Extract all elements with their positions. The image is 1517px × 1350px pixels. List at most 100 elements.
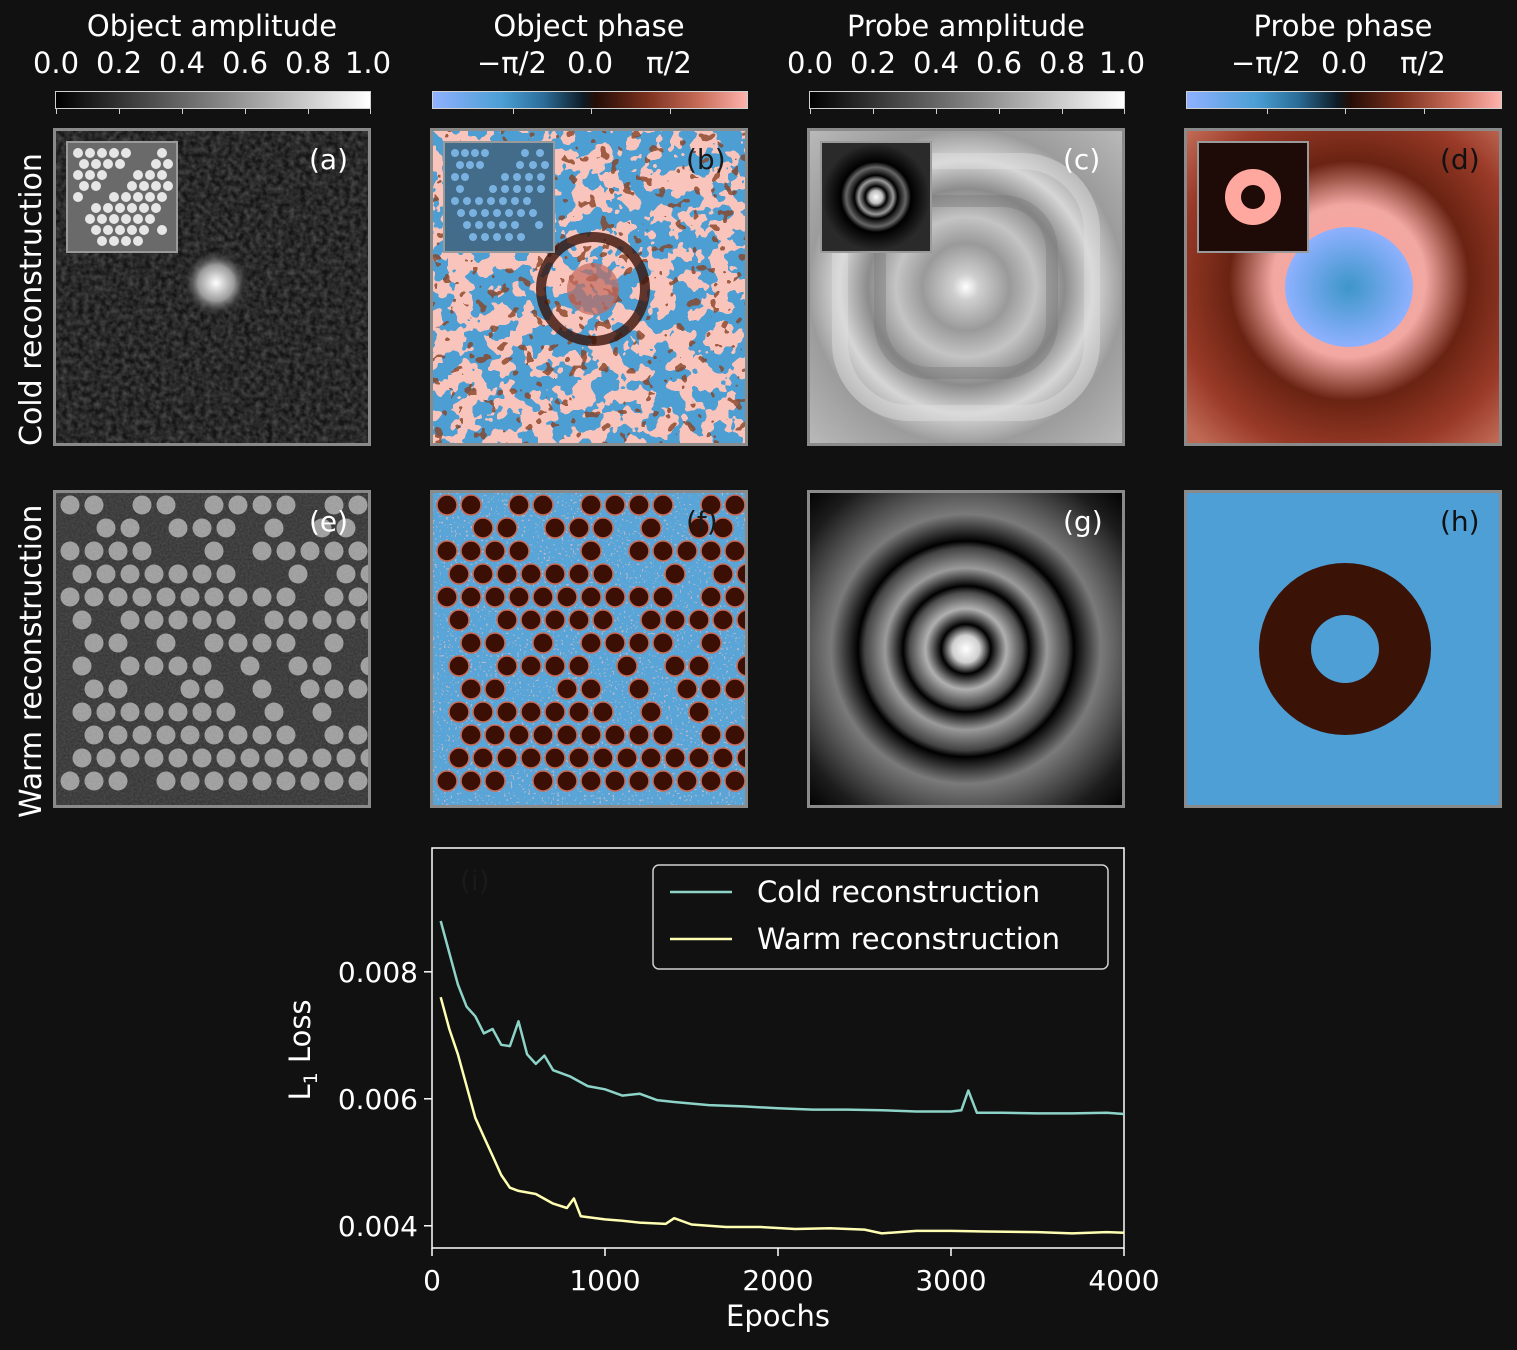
panel-c-probe-amplitude-cold: (c) [807,128,1125,446]
inset-ground-truth-probe-phase [1197,141,1309,253]
particle [688,517,710,539]
particle [604,586,626,608]
particle [712,747,734,769]
tick-label: 1.0 [1098,46,1146,80]
particle [448,609,470,631]
particle [436,494,458,516]
particle [616,747,638,769]
inset-ground-truth-probe-amplitude [820,141,932,253]
particle [448,563,470,585]
column-title-object-phase: Object phase [493,9,685,43]
particle [652,770,674,792]
particle [472,747,494,769]
tick-label: 0.2 [849,46,897,80]
panel-label-g: (g) [1063,505,1103,538]
particle [460,724,482,746]
particle [688,701,710,723]
panel-label-i: (i) [460,864,490,897]
particle [544,563,566,585]
particle [568,701,590,723]
particle [520,563,542,585]
particle [712,609,734,631]
particle [484,678,506,700]
tick-label: 0.6 [975,46,1023,80]
legend-label-warm: Warm reconstruction [757,922,1060,956]
particle [436,770,458,792]
particle [520,655,542,677]
row-label-cold: Cold reconstruction [14,153,49,446]
particle [652,494,674,516]
tick-label: 0.4 [912,46,960,80]
particle [628,632,650,654]
particle [460,540,482,562]
particle [496,701,518,723]
particle [736,747,745,769]
particle [556,678,578,700]
particle [580,494,602,516]
particle [640,517,662,539]
particle [604,632,626,654]
particle [664,563,686,585]
particle [568,563,590,585]
panel-label-a: (a) [309,143,349,176]
tick-label: π/2 [1400,46,1446,80]
particle [700,540,722,562]
panel-f-object-phase-warm: (f) [430,490,748,808]
particle [664,609,686,631]
particle [532,632,554,654]
x-tick-label: 2000 [742,1264,813,1297]
loss-chart: 0 1000 2000 3000 4000 0.004 0.006 0.008 (i) Ep… [283,847,1160,1333]
tick-label: −π/2 [477,46,547,80]
particle [700,586,722,608]
particle [580,632,602,654]
tick-label: π/2 [646,46,692,80]
tick-label: 0.0 [1320,46,1368,80]
particle [604,724,626,746]
particle [580,724,602,746]
tick-label: 0.0 [566,46,614,80]
inset-ground-truth-amplitude [66,141,178,253]
colorbar-object-amplitude [55,91,371,114]
column-title-probe-phase: Probe phase [1253,9,1433,43]
particle [700,632,722,654]
tick-label: −π/2 [1231,46,1301,80]
particle [448,701,470,723]
particle [496,747,518,769]
particle [676,678,698,700]
particle [568,609,590,631]
x-tick-label: 0 [423,1264,441,1297]
particle [484,586,506,608]
panel-d-probe-phase-cold: (d) [1184,128,1502,446]
tick-label: 0.4 [158,46,206,80]
column-title-probe-amplitude: Probe amplitude [846,9,1086,43]
particle [652,724,674,746]
particle [460,632,482,654]
particle [688,609,710,631]
particle [496,609,518,631]
particle [724,586,745,608]
particle [628,540,650,562]
particle [532,770,554,792]
colorbar-ticklabels-object-amplitude: 0.0 0.2 0.4 0.6 0.8 1.0 [0,46,391,80]
particle [544,655,566,677]
x-tick-label: 1000 [569,1264,640,1297]
panel-b-object-phase-cold: (b) [430,128,748,446]
particle [484,724,506,746]
panel-label-e: (e) [309,505,349,538]
particle [532,494,554,516]
particle [652,632,674,654]
particle [532,586,554,608]
particle [544,517,566,539]
particle [736,563,745,585]
particle [496,655,518,677]
y-tick-label: 0.004 [338,1210,418,1243]
particle [628,678,650,700]
particle [472,517,494,539]
particle [508,494,530,516]
particle [652,586,674,608]
colorbar-ticklabels-object-phase: −π/2 0.0 π/2 [377,46,737,80]
particle [724,678,745,700]
particle [592,609,614,631]
particle [544,609,566,631]
particle [472,701,494,723]
